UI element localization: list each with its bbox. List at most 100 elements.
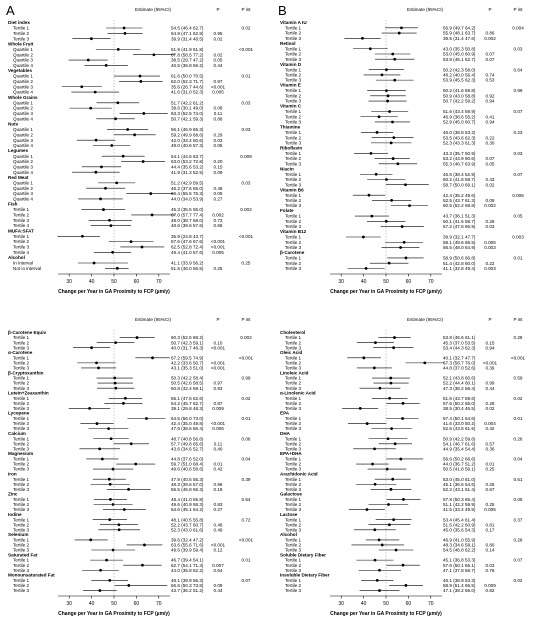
row-label: Tertile 1: [285, 376, 302, 381]
forest-panel: Estimate (95%CI) P P intCholesterolTertile…: [280, 317, 526, 617]
row-label: Tertile 1: [285, 416, 302, 421]
point-estimate: [392, 136, 396, 140]
point-estimate: [86, 58, 90, 62]
estimate-text: 62.5 (52.8 72.4): [171, 245, 204, 250]
point-estimate: [423, 361, 427, 365]
point-estimate: [401, 401, 405, 405]
estimate-text: 56.5 (48.0 64.9): [443, 245, 476, 250]
p-int-column-header: P int: [241, 317, 251, 322]
p-value: 0.41: [486, 114, 495, 119]
p-value: 0.002: [212, 213, 224, 218]
estimate-text: 44.9 (35.4 54.4): [443, 446, 476, 451]
point-estimate: [404, 183, 407, 187]
point-estimate: [389, 487, 393, 491]
estimate-text: 52.2 (44.4 60.1): [443, 381, 476, 386]
p-int-value: 0.02: [514, 578, 523, 583]
estimate-text: 55.1 (47.6 62.6): [171, 396, 204, 401]
row-label: Tertile 1: [285, 355, 302, 360]
p-int-value: 0.05: [514, 497, 523, 502]
row-label: Quartile 1: [13, 100, 33, 105]
estimate-text: 59.7 (51.0 68.4): [171, 462, 204, 467]
row-label: Quartile 2: [13, 106, 33, 111]
row-label: Tertile 1: [285, 88, 302, 93]
x-tick-label: 40: [361, 279, 367, 285]
point-estimate: [126, 128, 130, 131]
row-label: Tertile 2: [13, 360, 30, 365]
p-value: 0.02: [486, 406, 495, 411]
estimate-text: 39.1 (29.8 48.3): [171, 406, 204, 411]
point-estimate: [116, 101, 120, 105]
row-label: Quartile 1: [13, 180, 33, 185]
point-estimate: [115, 181, 119, 185]
row-label: Tertile 2: [13, 502, 30, 507]
estimate-text: 48.3 (34.6 58.1): [443, 543, 476, 548]
group-label: EPA: [280, 411, 290, 416]
point-estimate: [109, 437, 113, 441]
row-label: Tertile 1: [285, 457, 302, 462]
p-int-value: 0.59: [514, 376, 523, 381]
row-label: Tertile 3: [285, 366, 302, 371]
point-estimate: [107, 427, 111, 431]
point-estimate: [108, 518, 112, 522]
estimate-text: 53.0 (45.0 61.0): [443, 477, 476, 482]
estimate-text: 63.0 (53.2 72.8): [171, 159, 204, 164]
estimate-text: 50.2 (42.3 58.0): [443, 67, 476, 72]
p-value: 0.005: [484, 507, 496, 512]
row-label: Tertile 2: [13, 482, 30, 487]
p-int-value: 0.37: [514, 517, 523, 522]
row-label: Tertile 2: [285, 381, 302, 386]
x-tick-label: 60: [406, 279, 412, 285]
estimate-text: 35.6 (26.7 44.6): [171, 84, 204, 89]
estimate-text: 42.0 (33.4 50.6): [171, 138, 204, 143]
row-label: Tertile 3: [285, 548, 302, 553]
p-value: 0.73: [214, 218, 223, 223]
p-value: <0.001: [211, 345, 226, 350]
estimate-text: 59.2 (49.9 68.6): [171, 132, 204, 137]
estimate-text: 45.1 (36.6 54.6): [443, 482, 476, 487]
estimate-text: 46.9 (41.0 55.9): [443, 538, 476, 543]
row-label: Tertile 3: [285, 426, 302, 431]
point-estimate: [385, 178, 388, 181]
p-int-value: 0.03: [242, 100, 251, 105]
row-label: Tertile 2: [285, 198, 302, 203]
p-value: 0.43: [486, 177, 495, 182]
row-label: Tertile 3: [285, 588, 302, 593]
row-label: Tertile 3: [285, 78, 302, 83]
row-label: Tertile 2: [285, 240, 302, 245]
p-int-column-header: P int: [513, 317, 523, 322]
estimate-text: 53.5 (43.6 62.3): [443, 135, 476, 140]
row-label: Tertile 3: [285, 446, 302, 451]
row-label: Not in interval: [13, 266, 41, 271]
p-value: 0.09: [486, 198, 495, 203]
row-label: Quartile 1: [13, 154, 33, 159]
p-value: 0.01: [214, 462, 223, 467]
point-estimate: [370, 214, 374, 218]
p-int-value: 0.04: [242, 457, 251, 462]
p-int-value: 0.02: [514, 396, 523, 401]
point-estimate: [100, 165, 103, 169]
estimate-text: 48.6 (39.6 57.6): [171, 223, 204, 228]
group-label: Whole Grains: [8, 95, 38, 100]
p-value: 0.95: [214, 31, 223, 36]
p-value: 0.44: [214, 588, 223, 593]
estimate-text: 54.5 (46.4 62.7): [171, 26, 204, 31]
group-label: Vitamin B6: [280, 187, 304, 192]
point-estimate: [89, 37, 93, 41]
p-value: 0.05: [214, 191, 223, 196]
row-label: Tertile 3: [13, 467, 30, 472]
point-estimate: [114, 386, 118, 390]
estimate-column-header: Estimate (95%CI): [407, 7, 443, 12]
estimate-text: 57.8 (50.3 65.4): [443, 497, 476, 502]
p-int-value: 0.07: [514, 109, 523, 114]
estimate-text: 48.3 (39.6 57.0): [171, 482, 204, 487]
row-label: Tertile 2: [13, 441, 30, 446]
row-label: Tertile 1: [13, 207, 30, 212]
point-estimate: [368, 47, 372, 51]
estimate-text: 61.6 (50.0 70.5): [171, 74, 204, 79]
estimate-text: 41.1 (32.8 49.4): [443, 266, 476, 271]
row-label: Tertile 1: [285, 558, 302, 563]
estimate-text: 57.2 (47.6 66.9): [443, 224, 476, 229]
row-label: Tertile 1: [285, 193, 302, 198]
row-label: Tertile 3: [285, 57, 302, 62]
